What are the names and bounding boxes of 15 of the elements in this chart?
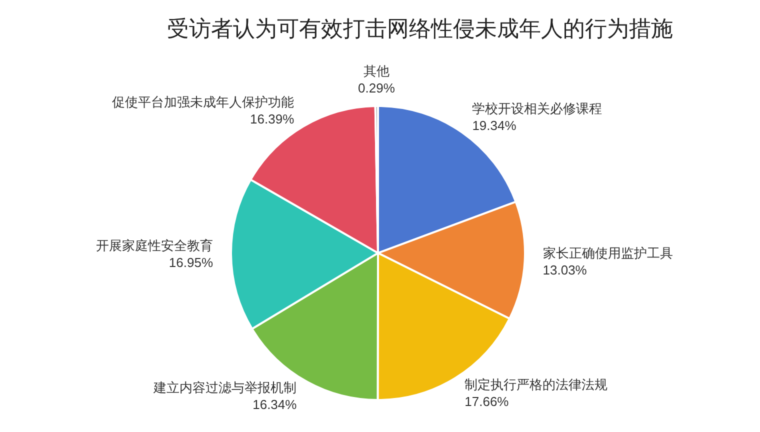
slice-label: 开展家庭性安全教育 (96, 238, 214, 254)
data-label: 0.29% (358, 80, 396, 96)
data-label: 13.03% (542, 262, 588, 278)
slice-label: 学校开设相关必修课程 (472, 101, 602, 116)
data-label: 16.34% (252, 397, 298, 412)
slice-label: 促使平台加强未成年人保护功能 (112, 94, 294, 110)
slice-label: 建立内容过滤与举报机制 (152, 380, 297, 396)
data-label: 17.66% (464, 394, 510, 409)
chart-title: 受访者认为可有效打击网络性侵未成年人的行为措施 (167, 16, 673, 42)
data-label: 16.39% (250, 111, 295, 126)
slice-label: 家长正确使用监护工具 (542, 245, 673, 260)
data-label: 16.95% (168, 255, 214, 270)
slice-label: 其他 (363, 64, 390, 79)
data-label: 19.34% (472, 118, 517, 134)
slice-label: 制定执行严格的法律法规 (464, 376, 608, 392)
